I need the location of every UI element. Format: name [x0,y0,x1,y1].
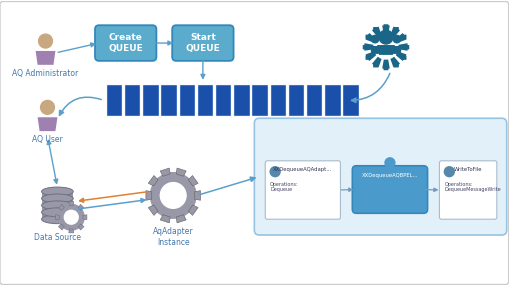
Polygon shape [149,205,158,215]
Bar [343,85,359,116]
Text: XXDequeueAQAdapt...: XXDequeueAQAdapt... [273,167,333,172]
Polygon shape [392,46,402,54]
Bar [289,85,304,116]
FancyBboxPatch shape [373,63,378,67]
Wedge shape [386,33,407,47]
Polygon shape [38,117,58,131]
Polygon shape [69,229,74,233]
Circle shape [393,35,400,43]
Circle shape [151,173,196,218]
Text: Operations:
DequeueMessageWrite: Operations: DequeueMessageWrite [445,182,501,192]
FancyBboxPatch shape [394,63,399,67]
Wedge shape [382,47,390,69]
Bar [143,85,159,116]
Circle shape [374,35,398,59]
Polygon shape [78,224,84,230]
Bar [179,85,195,116]
Wedge shape [382,25,390,47]
FancyBboxPatch shape [365,35,371,39]
Polygon shape [149,176,158,186]
Wedge shape [372,47,386,67]
Text: WriteToFile: WriteToFile [454,167,482,172]
Polygon shape [59,204,64,210]
Polygon shape [176,168,186,176]
Bar [307,85,322,116]
FancyBboxPatch shape [401,55,407,60]
Polygon shape [69,202,74,206]
FancyBboxPatch shape [265,161,340,219]
FancyBboxPatch shape [405,45,409,49]
FancyBboxPatch shape [363,45,368,49]
Text: AQ Administrator: AQ Administrator [12,69,79,78]
FancyBboxPatch shape [439,161,497,219]
Text: Create
QUEUE: Create QUEUE [108,33,143,53]
Wedge shape [386,47,400,67]
Circle shape [39,34,52,48]
Circle shape [160,182,186,208]
Text: AQ User: AQ User [32,135,63,144]
Text: AqAdapter
Instance: AqAdapter Instance [153,227,193,247]
Circle shape [379,30,393,44]
Ellipse shape [42,201,73,210]
Text: Data Source: Data Source [34,233,81,242]
Bar [198,85,213,116]
Polygon shape [176,215,186,223]
Circle shape [64,210,78,224]
Wedge shape [365,47,386,61]
Bar [270,85,286,116]
Polygon shape [78,204,84,210]
Polygon shape [188,205,198,215]
Bar [161,85,177,116]
Circle shape [41,100,54,114]
Text: XXDequeueAQBPEL...: XXDequeueAQBPEL... [362,173,418,178]
FancyBboxPatch shape [401,35,407,39]
Circle shape [270,167,280,177]
Bar [216,85,231,116]
FancyBboxPatch shape [373,27,378,31]
Wedge shape [372,27,386,47]
FancyBboxPatch shape [254,118,507,235]
Polygon shape [146,191,152,200]
Wedge shape [386,47,407,61]
Polygon shape [35,51,56,65]
Bar [42,192,73,219]
Polygon shape [160,215,170,223]
Ellipse shape [42,208,73,217]
FancyBboxPatch shape [172,25,233,61]
Circle shape [445,167,454,177]
Bar [252,85,268,116]
Ellipse shape [42,194,73,203]
Wedge shape [386,27,400,47]
Wedge shape [386,43,408,51]
Text: Operations:
Dequeue: Operations: Dequeue [270,182,299,192]
Ellipse shape [42,215,73,224]
Polygon shape [56,215,60,220]
FancyBboxPatch shape [95,25,156,61]
Bar [125,85,140,116]
Polygon shape [188,176,198,186]
Bar [107,85,122,116]
Polygon shape [59,224,64,230]
Ellipse shape [42,187,73,196]
Wedge shape [365,33,386,47]
Polygon shape [160,168,170,176]
Polygon shape [370,46,380,54]
Polygon shape [83,215,87,220]
Circle shape [385,158,395,168]
Polygon shape [377,45,395,55]
FancyBboxPatch shape [352,166,428,213]
Polygon shape [195,191,200,200]
Circle shape [59,204,84,230]
FancyBboxPatch shape [383,24,389,29]
FancyBboxPatch shape [365,55,371,60]
Circle shape [372,35,379,43]
Wedge shape [364,43,386,51]
Text: Start
QUEUE: Start QUEUE [186,33,221,53]
FancyBboxPatch shape [383,66,389,70]
Bar [234,85,250,116]
Bar [325,85,340,116]
FancyBboxPatch shape [394,27,399,31]
